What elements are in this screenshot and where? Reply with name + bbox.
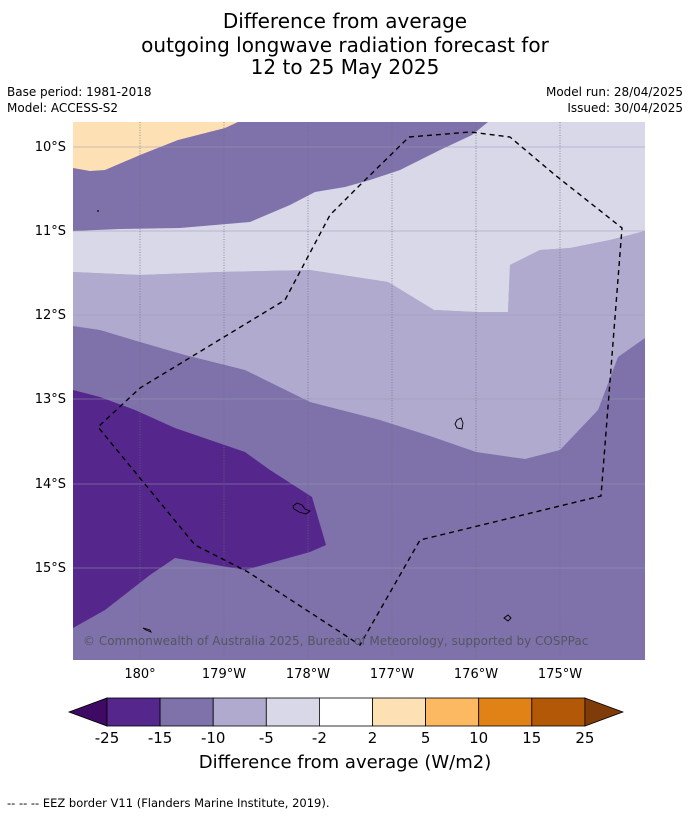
anomaly-region--10--5 (73, 231, 645, 459)
colorbar-segment (425, 697, 480, 727)
colorbar-tick-label: -10 (201, 729, 226, 747)
colorbar-tick-label: 10 (469, 729, 488, 747)
island-outline (142, 627, 152, 633)
lon-label: 177°W (370, 667, 414, 682)
colorbar-tick-label: -5 (259, 729, 274, 747)
colorbar-segment (372, 697, 426, 727)
title-line-3: 12 to 25 May 2025 (250, 55, 440, 79)
colorbar-tick-label: -25 (95, 729, 120, 747)
lat-label: 10°S (35, 140, 66, 155)
model-label: Model: ACCESS-S2 (7, 101, 119, 115)
title-line-2: outgoing longwave radiation forecast for (141, 33, 549, 57)
lat-label: 11°S (35, 224, 66, 239)
island-outline (454, 417, 464, 430)
lat-label: 15°S (35, 561, 66, 576)
lat-label: 13°S (35, 392, 66, 407)
colorbar-segment (478, 697, 533, 727)
colorbar-segment (212, 697, 267, 727)
island-outline (292, 502, 311, 515)
island-dot (97, 210, 99, 212)
colorbar-tick-label: 2 (368, 729, 378, 747)
colorbar-extend-high (584, 697, 625, 727)
colorbar-tick-label: 25 (575, 729, 594, 747)
lon-label: 175°W (538, 667, 582, 682)
lon-label: 179°W (202, 667, 246, 682)
island-outline (503, 614, 512, 622)
copyright-text: © Commonwealth of Australia 2025, Bureau… (83, 634, 588, 648)
eez-border (97, 131, 623, 646)
colorbar-title: Difference from average (W/m2) (198, 752, 492, 773)
model-run-label: Model run: 28/04/2025 (545, 85, 683, 99)
colorbar (67, 697, 625, 727)
lon-label: 180° (124, 667, 155, 682)
anomaly-region--25--15 (73, 390, 326, 628)
colorbar-segment (159, 697, 214, 727)
lon-label: 176°W (454, 667, 498, 682)
colorbar-segment (265, 697, 320, 727)
colorbar-tick-label: -2 (312, 729, 327, 747)
issued-label: Issued: 30/04/2025 (567, 101, 683, 115)
anomaly-region--5--2 (73, 122, 645, 312)
lat-label: 14°S (35, 477, 66, 492)
colorbar-segment (106, 697, 161, 727)
colorbar-segment (318, 697, 373, 727)
colorbar-tick-labels: -25 -15 -10 -5 -2 2 5 10 15 25 (95, 729, 595, 747)
colorbar-extend-low (67, 697, 108, 727)
colorbar-tick-label: 5 (421, 729, 431, 747)
anomaly-region-2-5 (73, 122, 238, 171)
lon-label: 178°W (286, 667, 330, 682)
title-line-1: Difference from average (222, 9, 468, 33)
base-period-label: Base period: 1981-2018 (7, 85, 152, 99)
latitude-gridlines (73, 146, 645, 569)
colorbar-segment (531, 697, 586, 727)
colorbar-tick-label: 15 (522, 729, 541, 747)
colorbar-tick-label: -15 (148, 729, 173, 747)
map-plot: © Commonwealth of Australia 2025, Bureau… (73, 122, 645, 660)
eez-legend-footer: -- -- -- EEZ border V11 (Flanders Marine… (7, 796, 330, 810)
lat-label: 12°S (35, 308, 66, 323)
